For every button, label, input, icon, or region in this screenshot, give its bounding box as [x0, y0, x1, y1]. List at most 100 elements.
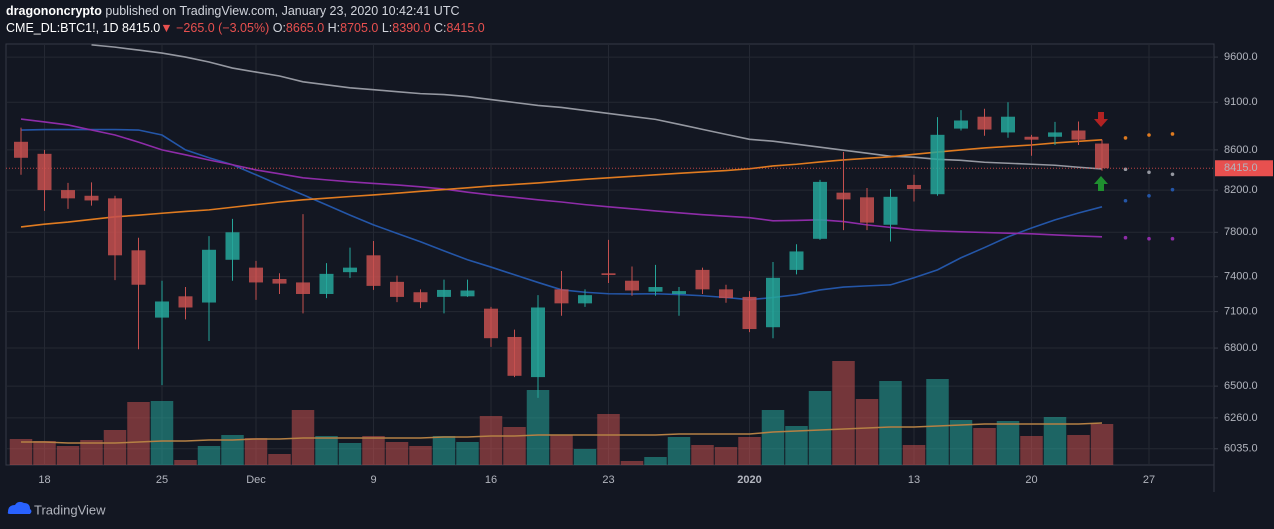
volume-bar: [127, 402, 150, 465]
ma-projection: [1147, 170, 1151, 175]
low-label: L:: [382, 21, 392, 35]
volume-bar: [1067, 435, 1090, 465]
candle-body: [930, 134, 945, 195]
volume-bar: [268, 454, 291, 465]
volume-bar: [973, 428, 996, 465]
last: 8415.0: [122, 21, 160, 35]
y-tick-label: 7400.0: [1224, 271, 1258, 283]
volume-bar: [56, 446, 80, 465]
candle-body: [249, 267, 263, 283]
candle-body: [437, 289, 451, 297]
candle-body: [37, 153, 52, 191]
candle-body: [131, 250, 146, 285]
candle-body: [1024, 136, 1039, 140]
y-tick-label: 7100.0: [1224, 306, 1258, 318]
volume-bar: [244, 438, 268, 465]
volume-bar: [479, 416, 503, 465]
candle-body: [1048, 132, 1062, 137]
ma-projection: [1170, 172, 1175, 177]
candle-body: [202, 249, 216, 303]
candle-body: [343, 267, 357, 273]
plot: [6, 44, 1214, 465]
candle-body: [319, 273, 334, 294]
candle-body: [1095, 143, 1109, 169]
volume-bar: [738, 437, 761, 465]
volume-bar: [80, 440, 103, 465]
candle-body: [601, 273, 616, 276]
x-tick-label: 18: [38, 474, 50, 486]
symbol: CME_DL:BTC1!, 1D: [6, 21, 119, 35]
last-price-label: 8415.0: [1224, 162, 1258, 174]
candle-body: [460, 290, 475, 297]
volume-bar: [526, 390, 550, 465]
candle-body: [578, 295, 592, 304]
volume-bar: [949, 420, 973, 465]
header-line-2: CME_DL:BTC1!, 1D 8415.0▼ −265.0 (−3.05%)…: [6, 21, 485, 35]
volume-bar: [573, 449, 597, 465]
volume-bar: [503, 427, 526, 465]
candle-body: [296, 282, 310, 294]
open-label: O:: [273, 21, 286, 35]
volume-bar: [620, 461, 644, 465]
sell-arrow: [1094, 112, 1108, 127]
y-tick-label: 7800.0: [1224, 226, 1258, 238]
candle-body: [954, 120, 968, 129]
brand-logo: [7, 501, 32, 514]
volume-bar: [644, 457, 667, 465]
candle-body: [14, 141, 28, 158]
candle-body: [484, 308, 498, 339]
candle-body: [366, 255, 381, 286]
x-tick-label: 9: [370, 474, 376, 486]
high: 8705.0: [340, 21, 378, 35]
volume-bar: [855, 399, 879, 465]
last-price-box: [1215, 160, 1273, 177]
candle-body: [155, 301, 169, 318]
volume-bar: [761, 410, 785, 465]
candle-body: [860, 197, 874, 223]
volume-bar: [902, 445, 926, 465]
volume-bar: [456, 442, 479, 465]
change: −265.0 (−3.05%): [176, 21, 269, 35]
y-tick-label: 6800.0: [1224, 342, 1258, 354]
candle-body: [625, 280, 639, 291]
brand: TradingView: [34, 502, 106, 517]
volume-bar: [150, 401, 174, 465]
volume-bar: [597, 414, 620, 465]
volume-bar: [362, 436, 385, 465]
candle-body: [813, 181, 827, 239]
y-tick-label: 6260.0: [1224, 412, 1258, 424]
buy-arrow: [1094, 176, 1108, 191]
low: 8390.0: [392, 21, 430, 35]
x-tick-label: 27: [1143, 474, 1155, 486]
ma-projection: [1170, 236, 1175, 241]
candle-body: [554, 289, 569, 304]
volume-bar: [1020, 436, 1043, 465]
volume-bar: [409, 446, 432, 465]
volume-bar: [197, 446, 221, 465]
volume-bar: [879, 381, 902, 465]
candle-body: [672, 291, 686, 294]
candle-body: [907, 184, 921, 190]
ma-projection: [1123, 136, 1128, 140]
volume-bar: [785, 426, 808, 465]
ma-projection: [1123, 235, 1128, 240]
candle-body: [507, 336, 522, 376]
header-line-1: dragononcrypto published on TradingView.…: [6, 4, 460, 18]
candle-body: [695, 269, 710, 290]
volume-bar: [385, 442, 409, 465]
volume-bar: [550, 435, 573, 465]
y-tick-label: 8200.0: [1224, 184, 1258, 196]
volume-bar: [996, 421, 1020, 465]
candle-body: [789, 251, 804, 270]
close: 8415.0: [447, 21, 485, 35]
x-tick-label: 2020: [737, 474, 761, 486]
ma-projection: [1147, 193, 1151, 198]
x-tick-label: Dec: [246, 474, 266, 486]
volume-bar: [174, 460, 197, 465]
candle-body: [648, 287, 663, 292]
volume-bar: [714, 447, 738, 465]
volume-bar: [103, 430, 127, 465]
ma-projection: [1170, 187, 1175, 192]
